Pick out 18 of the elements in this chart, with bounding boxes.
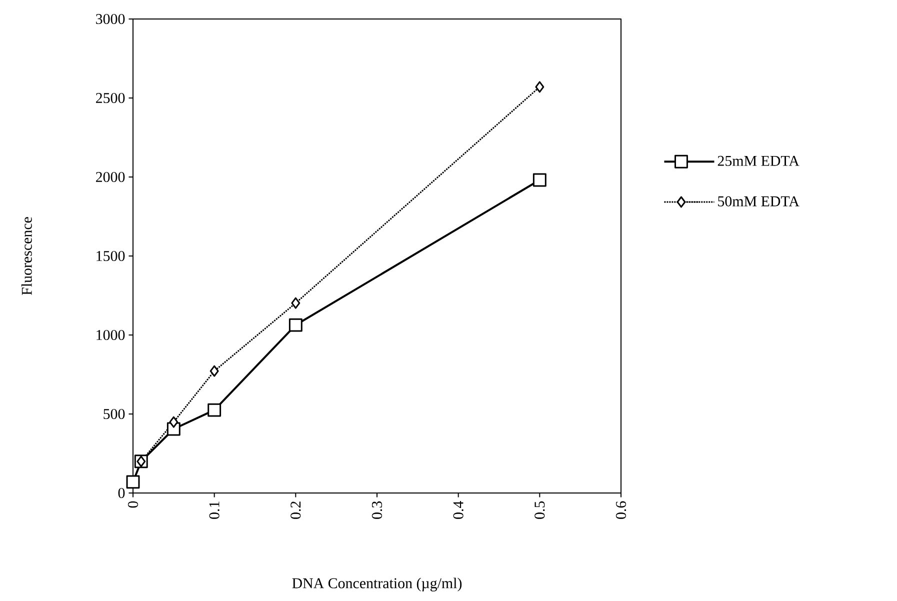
y-tick-label: 0 xyxy=(118,488,125,498)
x-tick-label: 0 xyxy=(128,501,138,508)
y-tick-label: 1500 xyxy=(96,250,125,262)
x-tick-label: 0.6 xyxy=(616,501,626,519)
legend-label: 25mM EDTA xyxy=(718,156,800,166)
x-tick-label: 0.3 xyxy=(372,501,382,519)
x-tick-label: 0.4 xyxy=(453,501,464,519)
x-tick-label: 0.1 xyxy=(209,502,220,519)
x-tick-label: 0.2 xyxy=(290,502,301,519)
y-tick-label: 3000 xyxy=(96,14,125,24)
x-axis-title: DNA Concentration (µg/ml) xyxy=(292,578,462,592)
y-tick-label: 500 xyxy=(104,408,125,420)
y-tick-label: 2500 xyxy=(96,92,125,104)
y-axis-title: Fluorescence xyxy=(21,217,32,295)
y-tick-label: 1000 xyxy=(96,330,125,340)
legend-label: 50mM EDTA xyxy=(718,196,800,206)
y-tick-label: 2000 xyxy=(96,172,125,182)
x-tick-label: 0.5 xyxy=(534,501,545,519)
